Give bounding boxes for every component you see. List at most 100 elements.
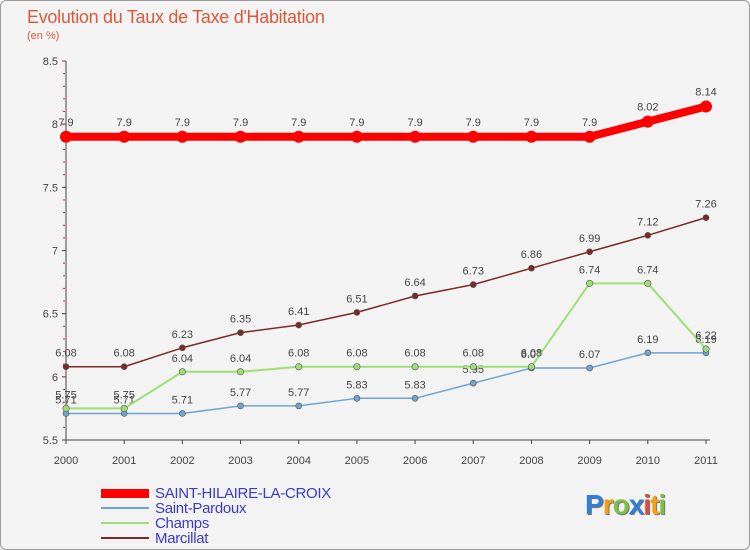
logo-letter: x <box>628 489 645 520</box>
data-label: 6.19 <box>637 334 658 346</box>
legend-swatch <box>101 537 149 539</box>
data-point <box>586 248 593 256</box>
x-tick-label: 2008 <box>519 455 543 467</box>
legend-label: Champs <box>155 515 210 532</box>
data-label: 7.9 <box>407 117 422 129</box>
data-label: 6.08 <box>404 348 425 360</box>
data-label: 7.9 <box>349 117 364 129</box>
data-point <box>469 379 477 387</box>
data-label: 7.9 <box>582 117 597 129</box>
data-label: 7.9 <box>58 117 73 129</box>
data-label: 5.77 <box>288 387 309 399</box>
data-point <box>179 344 186 352</box>
data-label: 6.07 <box>579 349 600 361</box>
legend-label: Marcillat <box>155 530 209 547</box>
data-label: 7.9 <box>291 117 306 129</box>
y-tick-label: 8 <box>52 119 58 131</box>
data-label: 7.9 <box>524 117 539 129</box>
data-point <box>60 130 72 143</box>
logo-letter: r <box>602 489 614 520</box>
series-line-2 <box>65 282 707 410</box>
data-label: 7.9 <box>466 117 481 129</box>
legend-swatch <box>101 507 149 509</box>
data-point <box>528 264 535 272</box>
proxiti-logo: Proxiti <box>585 489 666 521</box>
data-point <box>353 309 361 316</box>
data-point <box>234 130 247 143</box>
data-label: 6.23 <box>172 329 193 341</box>
data-label: 7.9 <box>117 117 132 129</box>
data-label: 5.71 <box>55 394 76 406</box>
data-label: 6.08 <box>463 348 484 360</box>
data-point <box>644 232 652 239</box>
data-label: 7.26 <box>695 199 716 211</box>
data-label: 6.08 <box>55 348 76 360</box>
data-point <box>295 363 303 371</box>
data-point <box>237 368 245 376</box>
data-label: 6.35 <box>230 314 251 326</box>
data-label: 6.08 <box>113 348 134 360</box>
logo-letter: i <box>643 489 651 520</box>
data-label: 5.83 <box>404 379 425 391</box>
data-label: 6.08 <box>346 348 367 360</box>
legend-swatch <box>101 522 149 524</box>
unit-label: (en %) <box>27 30 60 42</box>
data-label: 6.41 <box>288 306 309 318</box>
data-point <box>295 402 303 410</box>
series-line-0 <box>62 102 710 141</box>
data-label: 6.86 <box>521 249 542 261</box>
y-tick-label: 7 <box>52 246 58 258</box>
data-point <box>292 130 305 143</box>
data-point <box>120 363 128 371</box>
data-label: 6.74 <box>579 264 600 276</box>
data-label: 6.99 <box>579 233 600 245</box>
data-point <box>179 410 186 417</box>
data-label: 5.77 <box>230 387 251 399</box>
data-label: 6.73 <box>463 266 484 278</box>
data-point <box>702 345 710 353</box>
data-point <box>641 115 654 128</box>
data-label: 6.64 <box>404 277 425 289</box>
x-tick-label: 2006 <box>403 455 427 467</box>
data-label: 6.74 <box>637 264 658 276</box>
logo-letter: P <box>585 489 604 520</box>
data-point <box>583 130 596 143</box>
data-point <box>644 349 652 357</box>
legend-label: Saint-Pardoux <box>155 500 247 517</box>
data-point <box>411 395 419 402</box>
logo-letter: i <box>658 489 666 520</box>
data-point <box>527 363 535 371</box>
data-point <box>62 404 70 412</box>
x-tick-label: 2001 <box>112 455 136 467</box>
data-point <box>411 292 419 300</box>
logo-letter: t <box>650 489 659 520</box>
series-line-3 <box>65 216 707 368</box>
data-point <box>353 363 361 371</box>
data-label: 6.04 <box>230 353 251 365</box>
x-tick-label: 2011 <box>694 455 718 467</box>
x-tick-label: 2000 <box>54 455 78 467</box>
data-point <box>350 130 363 143</box>
logo-letter: o <box>612 489 630 520</box>
data-point <box>469 281 477 288</box>
data-label: 5.75 <box>55 389 76 401</box>
data-point <box>702 214 710 221</box>
legend-label: SAINT-HILAIRE-LA-CROIX <box>155 485 331 502</box>
data-label: 6.51 <box>346 293 367 305</box>
y-tick-label: 5.5 <box>43 435 58 447</box>
x-tick-label: 2002 <box>170 455 194 467</box>
data-point <box>120 404 128 412</box>
series-line-1 <box>65 352 707 415</box>
x-tick-label: 2007 <box>461 455 485 467</box>
data-label: 7.9 <box>175 117 190 129</box>
data-point <box>700 100 712 113</box>
data-point <box>525 130 538 143</box>
data-label: 8.02 <box>637 102 658 114</box>
data-point <box>586 364 593 372</box>
data-label: 6.08 <box>521 348 542 360</box>
data-point <box>469 363 477 371</box>
data-point <box>176 130 189 143</box>
data-point <box>411 363 419 371</box>
